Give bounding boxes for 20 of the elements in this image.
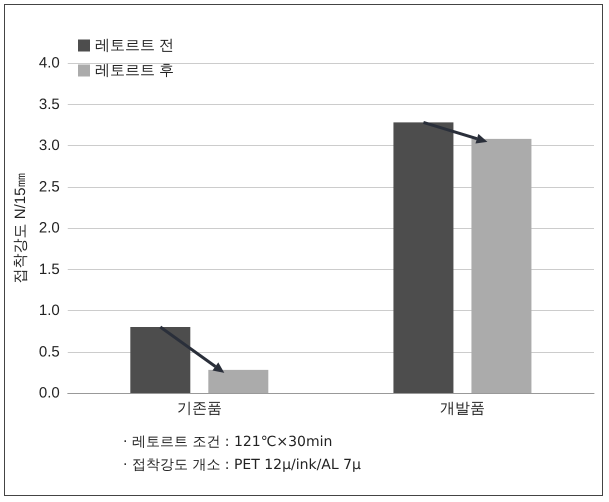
x-tick-label: 기존품 xyxy=(176,400,222,417)
x-tick-label: 개발품 xyxy=(440,400,485,417)
text: · 레토르트 조건 : 121℃×30min xyxy=(123,433,334,452)
y-tick-label: 2.5 xyxy=(38,178,60,196)
bar xyxy=(393,122,454,393)
bar xyxy=(130,327,190,393)
y-tick-label: 0.5 xyxy=(38,343,60,360)
y-tick-label: 0.0 xyxy=(38,384,60,402)
legend-label: 레토르트 후 xyxy=(95,62,174,79)
bar xyxy=(471,138,532,393)
y-tick-label: 3.0 xyxy=(38,137,60,154)
y-tick-label: 1.5 xyxy=(38,260,60,278)
y-tick-label: 1.0 xyxy=(38,302,60,319)
y-tick-label: 4.0 xyxy=(38,54,60,72)
y-tick-label: 3.5 xyxy=(38,96,60,113)
text: · 접착강도 개소 : PET 12μ/ink/AL 7μ xyxy=(123,456,361,475)
bar xyxy=(208,370,268,393)
y-tick-label: 2.0 xyxy=(38,220,60,236)
legend-label: 레토르트 전 xyxy=(95,37,174,54)
y-axis-title: 접착강도 N/15㎜ xyxy=(12,172,29,284)
